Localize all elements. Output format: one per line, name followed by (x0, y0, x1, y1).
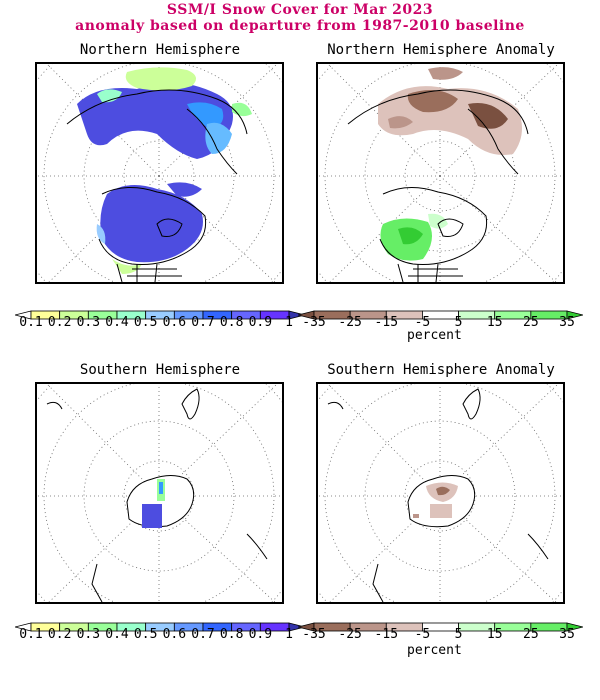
colorbar-tick-label: 0.4 (105, 627, 129, 642)
colorbar-tick-label: 0.4 (105, 315, 129, 330)
colorbar-tick-label: -5 (414, 627, 431, 642)
map-sh-cover (35, 382, 284, 604)
colorbar-tick-label: 1 (285, 315, 293, 330)
colorbar-tick-label: -25 (338, 315, 362, 330)
colorbar-anomaly-bottom (298, 622, 583, 632)
snow-cover-eurasia (77, 67, 252, 159)
colorbar-tick-label: 0.3 (76, 627, 101, 642)
colorbar-tick-label: 0.9 (248, 315, 273, 330)
colorbar-tick-label: 0.2 (47, 315, 72, 330)
colorbar-arrow-right (566, 310, 583, 320)
colorbar-tick-label: 0.7 (191, 627, 215, 642)
colorbar-cover-top-labels: 0.1 0.2 0.3 0.4 0.5 0.6 0.7 0.8 0.9 1 (15, 315, 305, 331)
panel-title-nh: Northern Hemisphere (79, 42, 241, 58)
colorbar-tick-label: 1 (285, 627, 293, 642)
colorbar-tick-label: 0.1 (19, 315, 43, 330)
colorbar-tick-label: -35 (302, 315, 326, 330)
colorbar-unit-top: percent (407, 328, 462, 343)
colorbar-tick-label: 0.9 (248, 627, 273, 642)
colorbar-tick-label: 15 (486, 315, 503, 330)
panel-title-sh: Southern Hemisphere (79, 362, 241, 378)
colorbar-tick-label: 0.1 (19, 627, 43, 642)
colorbar-tick-label: 0.6 (162, 315, 187, 330)
snow-cover-north-america (96, 182, 203, 274)
colorbar-cover-top (15, 310, 305, 320)
colorbar-tick-label: 0.5 (133, 627, 158, 642)
colorbar-tick-label: 35 (559, 627, 575, 642)
colorbar-anomaly-top-labels: -35 -25 -15 -5 5 15 25 35 (298, 315, 583, 331)
colorbar-tick-label: 0.8 (219, 627, 244, 642)
colorbar-cover-bottom (15, 622, 305, 632)
colorbar-anomaly-top (298, 310, 583, 320)
colorbar-tick-label: 25 (523, 315, 539, 330)
antarctica (126, 475, 195, 528)
antarctica-anomaly (407, 475, 476, 528)
colorbar-tick-label: -15 (374, 315, 399, 330)
colorbar-tick-label: 15 (486, 627, 503, 642)
coastlines (66, 89, 248, 282)
colorbar-tick-label: 0.2 (47, 627, 72, 642)
anomaly-positive-north-america (380, 213, 448, 261)
colorbar-tick-label: -15 (374, 627, 399, 642)
anomaly-negative-eurasia (378, 67, 522, 155)
coastlines (46, 388, 268, 602)
map-nh-anomaly (316, 62, 565, 284)
coastlines (327, 388, 549, 602)
panel-title-sh-anomaly: Southern Hemisphere Anomaly (327, 362, 555, 378)
panel-title-nh-anomaly: Northern Hemisphere Anomaly (327, 42, 555, 58)
colorbar-arrow-right (288, 310, 305, 320)
colorbar-tick-label: 35 (559, 315, 575, 330)
colorbar-tick-label: 5 (454, 627, 463, 642)
colorbar-tick-label: 25 (523, 627, 539, 642)
colorbar-tick-label: -25 (338, 627, 362, 642)
colorbar-anomaly-bottom-labels: -35 -25 -15 -5 5 15 25 35 (298, 627, 583, 643)
coastlines (347, 89, 529, 282)
colorbar-tick-label: 5 (454, 315, 463, 330)
colorbar-tick-label: -35 (302, 627, 326, 642)
chart-title-line-2: anomaly based on departure from 1987-201… (75, 18, 525, 34)
colorbar-tick-label: -5 (414, 315, 431, 330)
colorbar-arrow-right (288, 622, 305, 632)
colorbar-tick-label: 0.8 (219, 315, 244, 330)
colorbar-cover-bottom-labels: 0.1 0.2 0.3 0.4 0.5 0.6 0.7 0.8 0.9 1 (15, 627, 305, 643)
colorbar-tick-label: 0.6 (162, 627, 187, 642)
colorbar-unit-bottom: percent (407, 643, 462, 658)
map-sh-anomaly (316, 382, 565, 604)
colorbar-tick-label: 0.3 (76, 315, 101, 330)
chart-title-line-1: SSM/I Snow Cover for Mar 2023 (166, 2, 434, 18)
colorbar-arrow-right (566, 622, 583, 632)
colorbar-tick-label: 0.7 (191, 315, 215, 330)
colorbar-tick-label: 0.5 (133, 315, 158, 330)
map-nh-cover (35, 62, 284, 284)
